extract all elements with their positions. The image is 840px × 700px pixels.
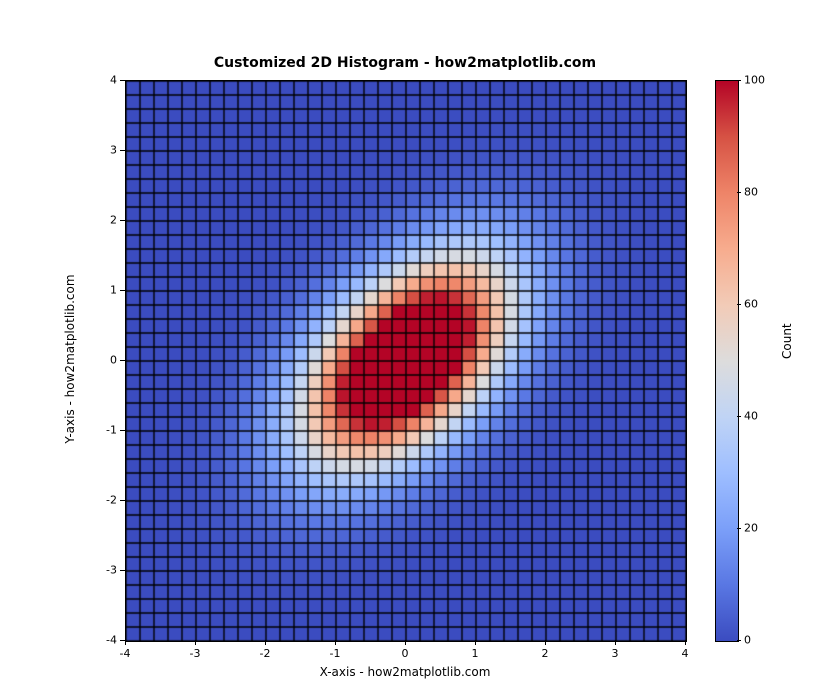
y-tick-label: 3 xyxy=(95,144,117,157)
x-tick-label: 3 xyxy=(612,647,619,660)
x-tick-label: -1 xyxy=(330,647,341,660)
colorbar-tick-mark xyxy=(737,416,741,417)
colorbar-tick-mark xyxy=(737,640,741,641)
colorbar-tick-label: 100 xyxy=(744,74,765,87)
y-tick-mark xyxy=(120,150,125,151)
x-tick-mark xyxy=(545,640,546,645)
x-tick-mark xyxy=(265,640,266,645)
x-tick-mark xyxy=(125,640,126,645)
y-tick-mark xyxy=(120,430,125,431)
colorbar-label: Count xyxy=(780,299,794,359)
y-tick-mark xyxy=(120,360,125,361)
y-tick-label: -4 xyxy=(95,634,117,647)
x-tick-label: 4 xyxy=(682,647,689,660)
x-tick-label: 1 xyxy=(472,647,479,660)
x-axis-label: X-axis - how2matplotlib.com xyxy=(125,665,685,679)
y-tick-mark xyxy=(120,640,125,641)
colorbar-tick-label: 0 xyxy=(744,634,751,647)
colorbar-tick-mark xyxy=(737,80,741,81)
x-tick-label: 0 xyxy=(402,647,409,660)
y-tick-label: -1 xyxy=(95,424,117,437)
y-tick-mark xyxy=(120,500,125,501)
colorbar-tick-label: 20 xyxy=(744,522,758,535)
y-tick-label: -3 xyxy=(95,564,117,577)
colorbar-tick-mark xyxy=(737,192,741,193)
chart-title: Customized 2D Histogram - how2matplotlib… xyxy=(125,55,685,71)
y-tick-label: 0 xyxy=(95,354,117,367)
x-tick-mark xyxy=(475,640,476,645)
y-tick-mark xyxy=(120,570,125,571)
y-tick-label: 4 xyxy=(95,74,117,87)
x-tick-mark xyxy=(685,640,686,645)
x-tick-label: -3 xyxy=(190,647,201,660)
x-tick-label: -2 xyxy=(260,647,271,660)
x-tick-mark xyxy=(615,640,616,645)
y-tick-mark xyxy=(120,80,125,81)
colorbar xyxy=(715,80,739,642)
x-tick-label: -4 xyxy=(120,647,131,660)
y-tick-label: 2 xyxy=(95,214,117,227)
x-tick-mark xyxy=(195,640,196,645)
x-tick-label: 2 xyxy=(542,647,549,660)
colorbar-tick-mark xyxy=(737,528,741,529)
figure: Customized 2D Histogram - how2matplotlib… xyxy=(0,0,840,700)
plot-area xyxy=(125,80,687,642)
heatmap-canvas xyxy=(126,81,686,641)
colorbar-tick-label: 40 xyxy=(744,410,758,423)
y-axis-label: Y-axis - how2matplotlib.com xyxy=(63,259,77,459)
colorbar-tick-label: 80 xyxy=(744,186,758,199)
y-tick-label: -2 xyxy=(95,494,117,507)
y-tick-mark xyxy=(120,290,125,291)
colorbar-tick-label: 60 xyxy=(744,298,758,311)
y-tick-label: 1 xyxy=(95,284,117,297)
colorbar-tick-mark xyxy=(737,304,741,305)
x-tick-mark xyxy=(405,640,406,645)
x-tick-mark xyxy=(335,640,336,645)
y-tick-mark xyxy=(120,220,125,221)
